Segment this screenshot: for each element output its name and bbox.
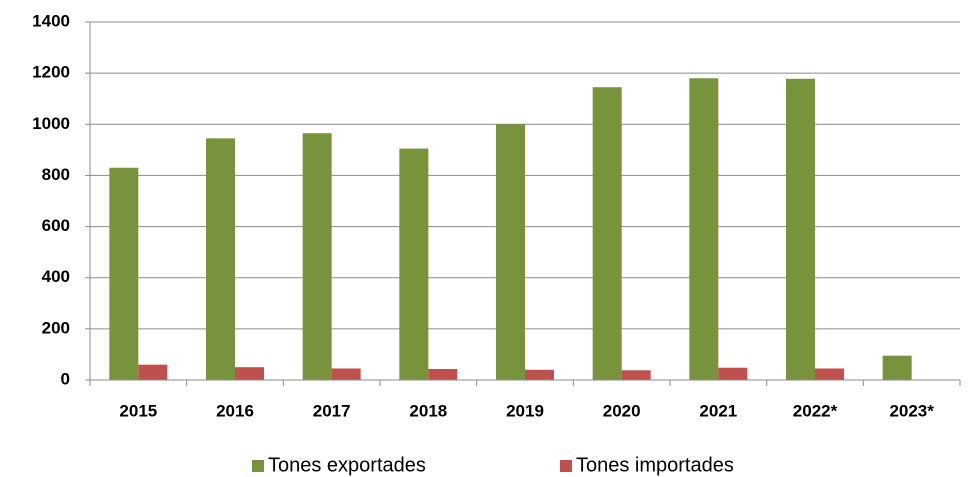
y-tick-label: 600 [42, 216, 70, 235]
x-tick-label: 2016 [216, 401, 254, 420]
y-tick-label: 400 [42, 267, 70, 286]
legend-label: Tones exportades [268, 454, 426, 476]
bar [718, 367, 748, 380]
y-tick-label: 0 [61, 369, 70, 388]
y-tick-label: 1200 [32, 63, 70, 82]
legend-label: Tones importades [576, 454, 734, 476]
x-tick-label: 2022* [793, 401, 838, 420]
y-tick-label: 1000 [32, 114, 70, 133]
bar [206, 138, 235, 380]
bar [235, 367, 264, 380]
x-tick-label: 2020 [603, 401, 641, 420]
bar [331, 368, 361, 380]
bar [882, 355, 912, 380]
x-tick-label: 2023* [889, 401, 934, 420]
bar [525, 369, 554, 380]
x-tick-label: 2019 [506, 401, 544, 420]
y-tick-label: 1400 [32, 11, 70, 30]
y-tick-label: 200 [42, 318, 70, 337]
bar [428, 369, 458, 380]
bar [592, 87, 622, 380]
bar [399, 148, 429, 380]
legend-swatch [560, 460, 572, 472]
bar [302, 133, 332, 380]
x-tick-label: 2017 [313, 401, 351, 420]
x-tick-label: 2021 [699, 401, 737, 420]
y-tick-label: 800 [42, 165, 70, 184]
bar [109, 167, 139, 380]
bar [138, 364, 168, 380]
bar [496, 124, 525, 381]
bar [815, 368, 844, 380]
x-tick-label: 2018 [409, 401, 447, 420]
bar [621, 370, 651, 380]
bar [786, 78, 815, 381]
bar [689, 78, 719, 380]
legend-swatch [252, 460, 264, 472]
x-tick-label: 2015 [119, 401, 157, 420]
